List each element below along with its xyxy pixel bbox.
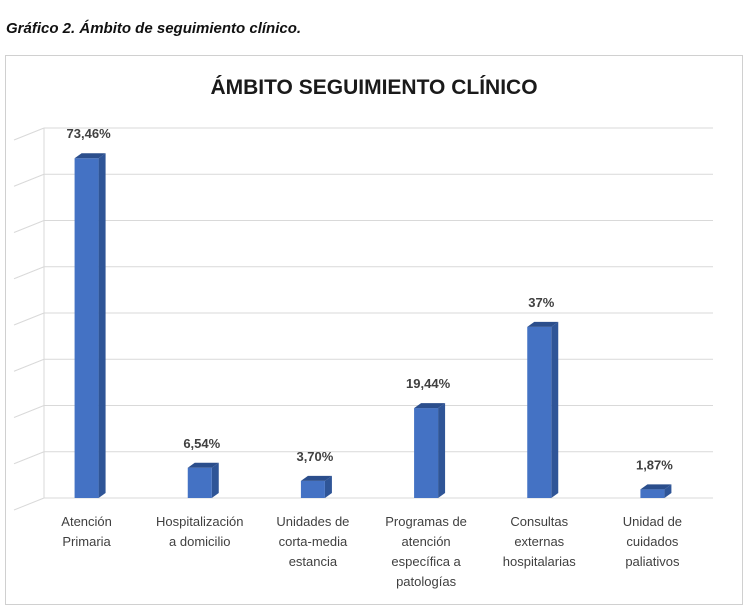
data-label: 1,87% bbox=[636, 457, 673, 472]
gridline-wall bbox=[13, 405, 45, 418]
bar-side bbox=[551, 321, 559, 498]
bar-top bbox=[527, 321, 559, 327]
data-label: 37% bbox=[528, 295, 554, 310]
gridline-wall bbox=[13, 497, 45, 511]
bar-side bbox=[664, 484, 672, 498]
bar-front bbox=[414, 408, 439, 498]
data-label: 6,54% bbox=[183, 436, 220, 451]
bar-side bbox=[324, 475, 332, 498]
gridline-wall bbox=[13, 173, 45, 187]
bar-front bbox=[300, 480, 325, 498]
bar bbox=[527, 321, 559, 498]
bar bbox=[300, 475, 332, 498]
category-label: Unidades de corta-media estancia bbox=[276, 514, 349, 569]
gridline-wall bbox=[13, 127, 45, 141]
category-label: Unidad de cuidados paliativos bbox=[623, 514, 682, 569]
data-label: 73,46% bbox=[67, 126, 112, 141]
bar bbox=[187, 462, 219, 498]
bar-side bbox=[211, 462, 219, 498]
gridline-wall bbox=[13, 358, 45, 372]
bar-front bbox=[187, 467, 212, 498]
bar-front bbox=[527, 326, 552, 498]
bar-chart: 73,46% Atención Primaria 6,54% Hospitalizaci… bbox=[13, 126, 713, 589]
bar-side bbox=[438, 403, 446, 498]
category-label: Consultas externas hospitalarias bbox=[503, 514, 576, 569]
gridline-wall bbox=[13, 266, 45, 280]
bar bbox=[414, 403, 446, 498]
bar-front bbox=[640, 489, 665, 498]
bar-top bbox=[414, 403, 446, 409]
bar bbox=[74, 153, 106, 498]
bar-top bbox=[300, 475, 332, 481]
chart-title: ÁMBITO SEGUIMIENTO CLÍNICO bbox=[210, 76, 538, 99]
bar bbox=[640, 484, 672, 498]
bar-top bbox=[74, 153, 106, 159]
category-label: Programas de atención específica a patologí… bbox=[385, 514, 467, 589]
gridline-wall bbox=[13, 451, 45, 465]
chart-area: ÁMBITO SEGUIMIENTO CLÍNICO 73,46% Atenció… bbox=[5, 55, 743, 605]
bar-front bbox=[74, 158, 99, 498]
bar-top bbox=[640, 484, 672, 490]
gridline-wall bbox=[13, 312, 45, 326]
gridline-wall bbox=[13, 220, 45, 233]
bar-top bbox=[187, 462, 219, 468]
bar-side bbox=[98, 153, 106, 498]
data-label: 19,44% bbox=[406, 376, 451, 391]
data-label: 3,70% bbox=[296, 449, 333, 464]
figure-caption: Gráfico 2. Ámbito de seguimiento clínico… bbox=[6, 20, 302, 37]
category-label: Hospitalización a domicilio bbox=[156, 514, 243, 549]
category-label: Atención Primaria bbox=[61, 514, 112, 549]
